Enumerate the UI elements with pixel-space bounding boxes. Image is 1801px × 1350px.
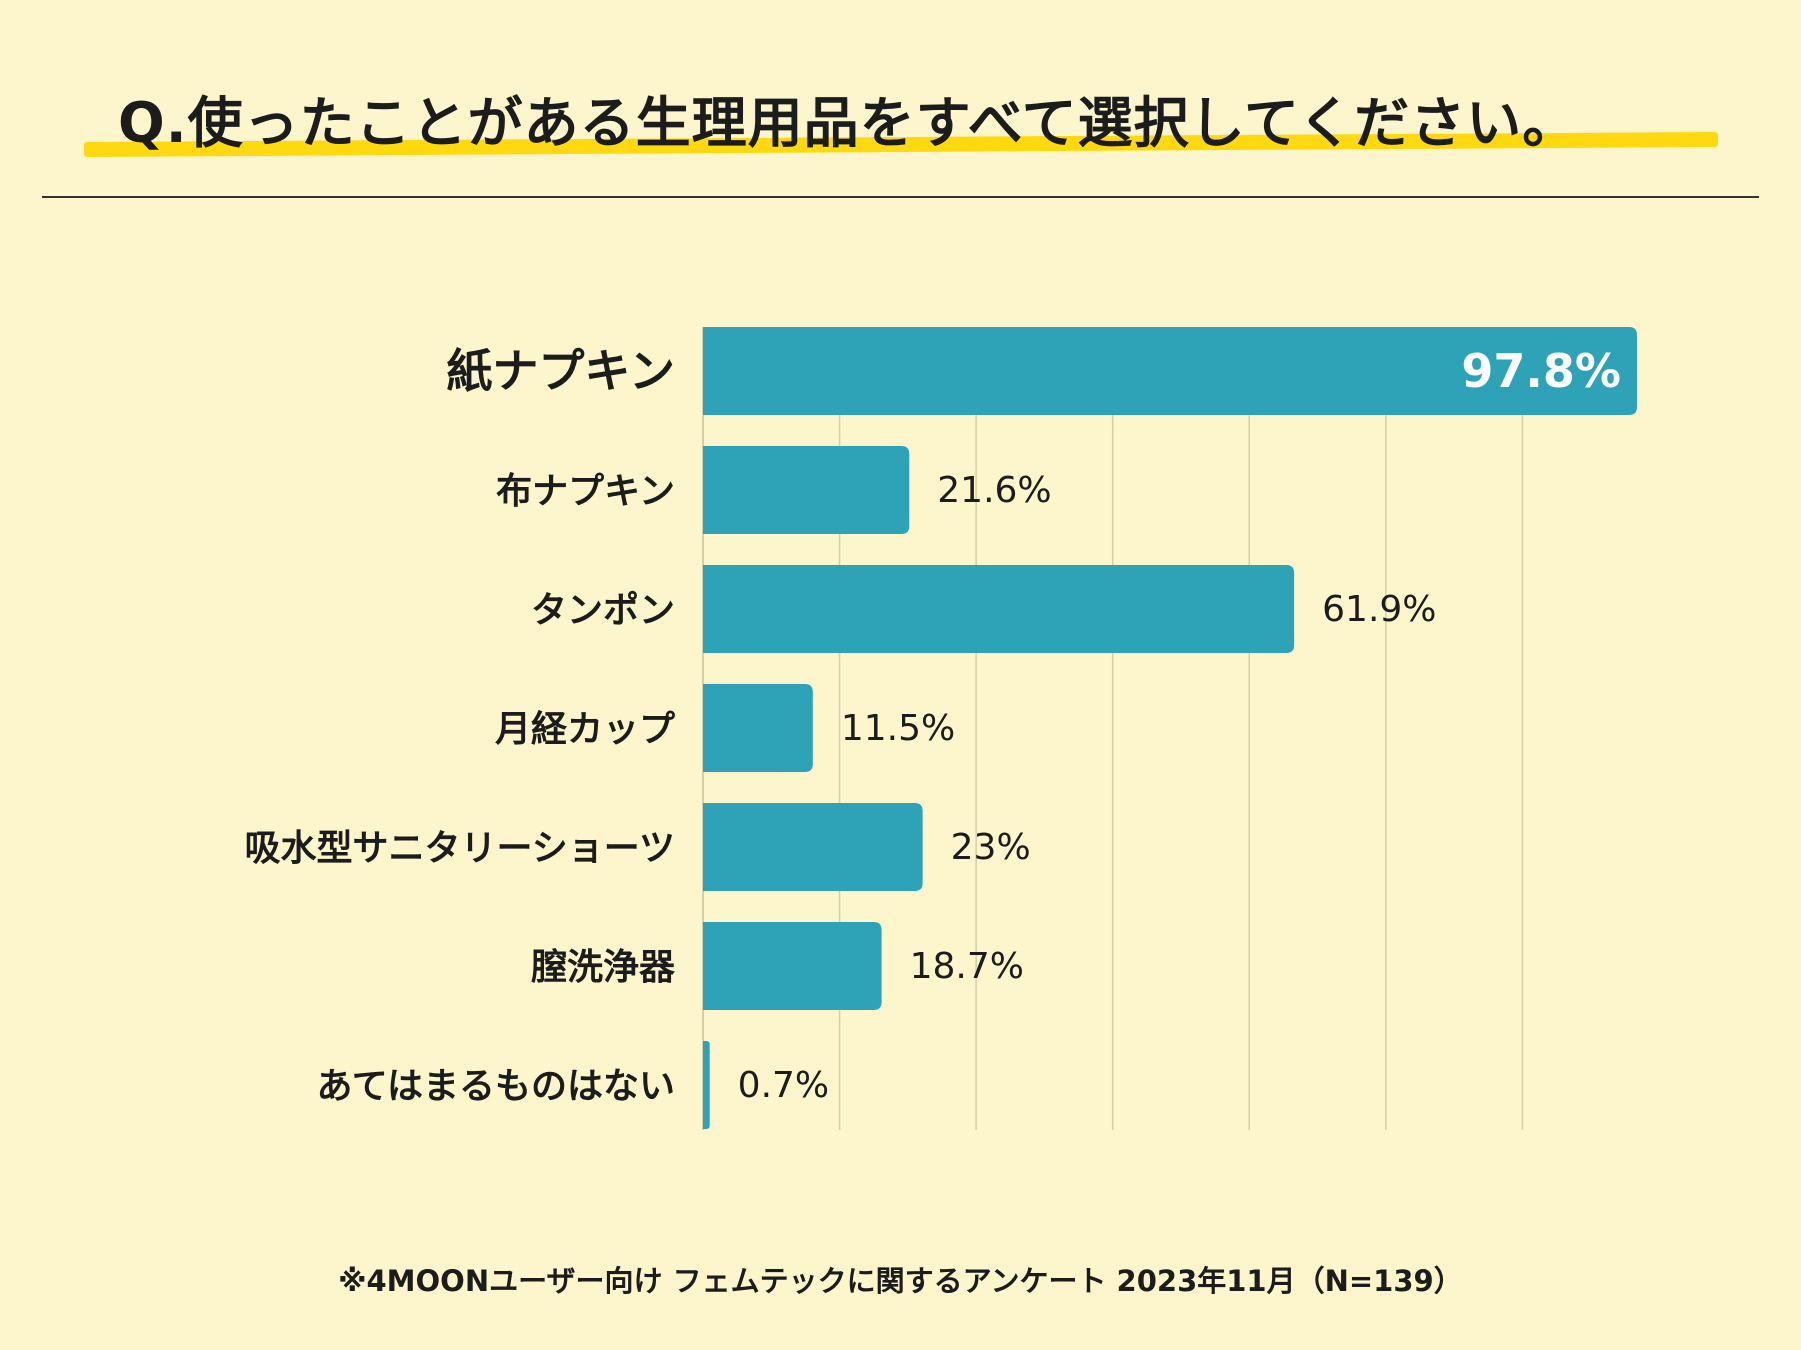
footnote: ※4MOONユーザー向け フェムテックに関するアンケート 2023年11月（N=… bbox=[338, 1264, 1463, 1298]
category-label-1: 紙ナプキン bbox=[446, 344, 675, 398]
category-label-5: 吸水型サニタリーショーツ bbox=[244, 828, 675, 869]
bar-2 bbox=[703, 446, 910, 534]
chart-category-labels: 紙ナプキン布ナプキンタンポン月経カップ吸水型サニタリーショーツ膣洗浄器あてはまる… bbox=[244, 344, 676, 1107]
category-label-7: あてはまるものはない bbox=[316, 1066, 675, 1107]
page-title: Q.使ったことがある生理用品をすべて選択してください。 bbox=[118, 91, 1579, 155]
value-label-3: 61.9% bbox=[1322, 589, 1436, 630]
value-label-5: 23% bbox=[951, 827, 1031, 868]
bar-6 bbox=[703, 922, 882, 1010]
bar-4 bbox=[703, 684, 813, 772]
category-label-6: 膣洗浄器 bbox=[531, 947, 676, 988]
chart-value-labels: 97.8% 21.6% 61.9% 11.5% 23% 18.7% 0.7% bbox=[738, 344, 1621, 1106]
title-block: Q.使ったことがある生理用品をすべて選択してください。 bbox=[0, 0, 1801, 200]
chart-bars bbox=[703, 327, 1637, 1129]
value-label-1: 97.8% bbox=[1461, 344, 1621, 398]
bar-3 bbox=[703, 565, 1295, 653]
value-label-4: 11.5% bbox=[841, 708, 955, 749]
bar-5 bbox=[703, 803, 923, 891]
title-divider bbox=[42, 196, 1759, 198]
category-label-3: タンポン bbox=[531, 589, 675, 631]
bar-chart: 紙ナプキン布ナプキンタンポン月経カップ吸水型サニタリーショーツ膣洗浄器あてはまる… bbox=[244, 327, 1637, 1130]
category-label-2: 布ナプキン bbox=[496, 471, 675, 512]
category-label-4: 月経カップ bbox=[495, 709, 675, 750]
value-label-7: 0.7% bbox=[738, 1065, 829, 1106]
bar-1 bbox=[703, 327, 1637, 415]
value-label-6: 18.7% bbox=[910, 946, 1024, 987]
value-label-2: 21.6% bbox=[937, 470, 1051, 511]
bar-7 bbox=[703, 1041, 710, 1129]
